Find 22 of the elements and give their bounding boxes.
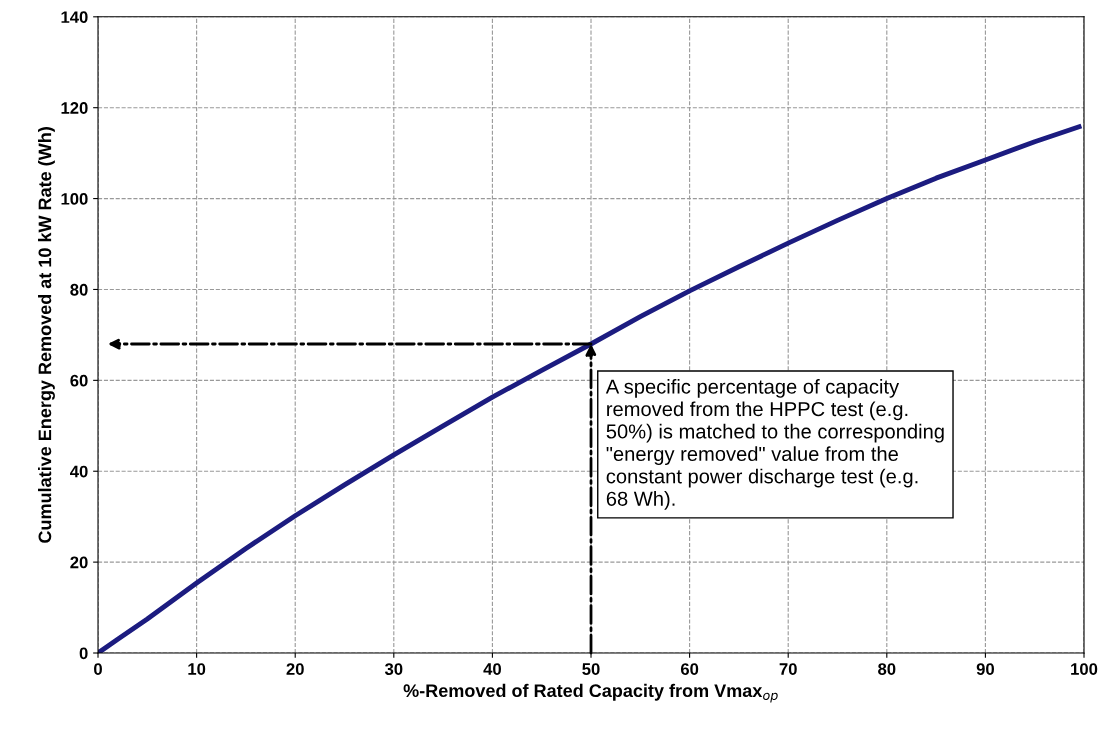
x-tick-label: 0 bbox=[94, 663, 102, 675]
y-tick-label: 0 bbox=[79, 647, 88, 660]
annotation: A specific percentage of capacity removed from the HPPC test (e.g. 50%) is matched to the corresponding "energy removed" value from the constant power discharge test (e.g. 68 Wh). bbox=[605, 378, 944, 510]
y-tick-label: 120 bbox=[61, 102, 88, 114]
x-tick-label: 70 bbox=[779, 663, 797, 675]
y-tick-label: 20 bbox=[70, 556, 88, 569]
x-axis-title: %-Removed of Rated Capacity from Vmax$_{op}$ bbox=[403, 683, 778, 703]
x-tick-label: 80 bbox=[878, 663, 896, 675]
x-tick-label: 20 bbox=[286, 663, 304, 675]
x-tick-label: 90 bbox=[976, 663, 994, 675]
y-tick-label: 100 bbox=[61, 192, 88, 205]
x-tick-label: 100 bbox=[1071, 663, 1098, 675]
y-tick-label: 40 bbox=[70, 465, 88, 478]
x-tick-label: 30 bbox=[384, 663, 403, 675]
x-tick-label: 40 bbox=[483, 663, 501, 675]
y-axis-title: Cumulative Energy Removed at 10 kW Rate (Wh) bbox=[38, 127, 55, 543]
x-tick-label: 10 bbox=[188, 663, 206, 675]
y-tick-label: 140 bbox=[61, 11, 88, 24]
y-tick-label: 60 bbox=[70, 374, 88, 387]
x-tick-label: 50 bbox=[582, 663, 600, 675]
x-tick-label: 60 bbox=[680, 663, 699, 675]
y-tick-label: 80 bbox=[70, 283, 88, 296]
